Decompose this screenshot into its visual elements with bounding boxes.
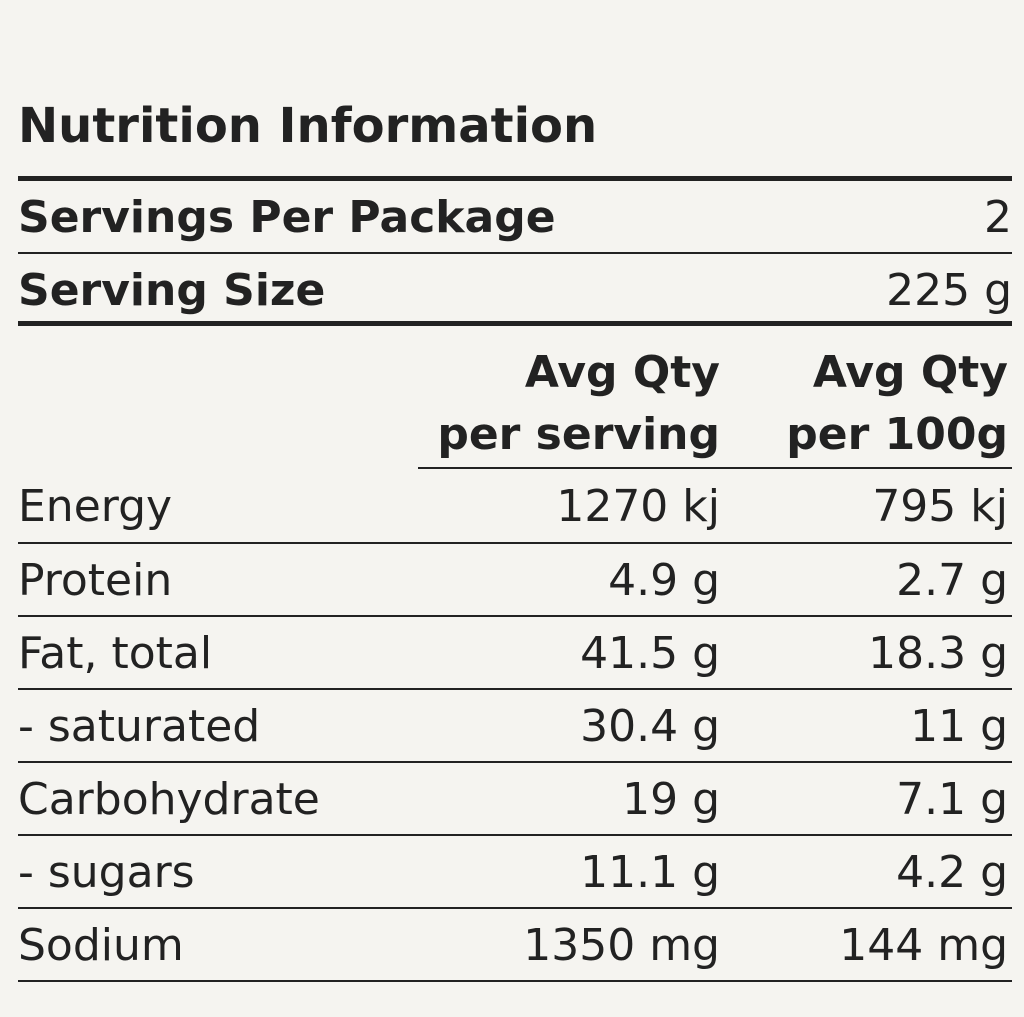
- header-divider: [18, 321, 1012, 326]
- row-divider: [18, 907, 1012, 909]
- nutrient-per-100g: 7.1 g: [896, 773, 1008, 825]
- nutrient-name: Sodium: [18, 919, 184, 971]
- nutrient-row: Carbohydrate 19 g 7.1 g: [18, 763, 1012, 835]
- nutrient-name: Protein: [18, 554, 173, 606]
- column-header-per-100g: Avg Qty per 100g: [786, 342, 1008, 466]
- nutrient-per-100g: 144 mg: [839, 919, 1008, 971]
- row-divider: [18, 834, 1012, 836]
- column-header-divider: [418, 467, 1012, 469]
- row-divider: [18, 615, 1012, 617]
- serving-size-value: 225 g: [886, 264, 1012, 316]
- nutrient-name: Fat, total: [18, 627, 213, 679]
- serving-size-row: Serving Size 225 g: [18, 254, 1012, 326]
- nutrient-name: Carbohydrate: [18, 773, 320, 825]
- nutrient-per-serving: 1270 kj: [556, 480, 720, 532]
- serving-size-label: Serving Size: [18, 264, 326, 316]
- nutrient-row: Fat, total 41.5 g 18.3 g: [18, 617, 1012, 689]
- column-header-per-100g-line1: Avg Qty: [812, 347, 1008, 398]
- nutrient-per-100g: 11 g: [910, 700, 1008, 752]
- title-divider: [18, 176, 1012, 181]
- nutrient-row: Protein 4.9 g 2.7 g: [18, 544, 1012, 616]
- column-header-per-100g-line2: per 100g: [786, 409, 1008, 460]
- nutrient-name: - saturated: [18, 700, 261, 752]
- nutrient-row: Energy 1270 kj 795 kj: [18, 470, 1012, 542]
- column-header-per-serving-line2: per serving: [437, 409, 720, 460]
- nutrient-per-serving: 1350 mg: [523, 919, 720, 971]
- row-divider: [18, 688, 1012, 690]
- nutrient-per-100g: 18.3 g: [868, 627, 1008, 679]
- table-bottom-divider: [18, 980, 1012, 982]
- column-header-row: Avg Qty per serving Avg Qty per 100g: [18, 332, 1012, 470]
- nutrient-row: - sugars 11.1 g 4.2 g: [18, 836, 1012, 908]
- nutrient-per-serving: 30.4 g: [580, 700, 720, 752]
- panel-title: Nutrition Information: [18, 98, 598, 154]
- column-header-per-serving-line1: Avg Qty: [524, 347, 720, 398]
- column-header-per-serving: Avg Qty per serving: [437, 342, 720, 466]
- nutrient-per-100g: 4.2 g: [896, 846, 1008, 898]
- nutrient-name: Energy: [18, 480, 173, 532]
- row-divider: [18, 252, 1012, 254]
- nutrient-per-serving: 19 g: [622, 773, 720, 825]
- row-divider: [18, 542, 1012, 544]
- nutrient-per-serving: 4.9 g: [608, 554, 720, 606]
- nutrient-row: Sodium 1350 mg 144 mg: [18, 909, 1012, 981]
- nutrient-per-100g: 795 kj: [872, 480, 1008, 532]
- servings-per-package-label: Servings Per Package: [18, 191, 556, 243]
- row-divider: [18, 761, 1012, 763]
- nutrient-per-serving: 41.5 g: [580, 627, 720, 679]
- nutrient-per-serving: 11.1 g: [580, 846, 720, 898]
- servings-per-package-value: 2: [984, 191, 1012, 243]
- nutrient-per-100g: 2.7 g: [896, 554, 1008, 606]
- nutrient-name: - sugars: [18, 846, 195, 898]
- nutrient-row: - saturated 30.4 g 11 g: [18, 690, 1012, 762]
- servings-per-package-row: Servings Per Package 2: [18, 181, 1012, 253]
